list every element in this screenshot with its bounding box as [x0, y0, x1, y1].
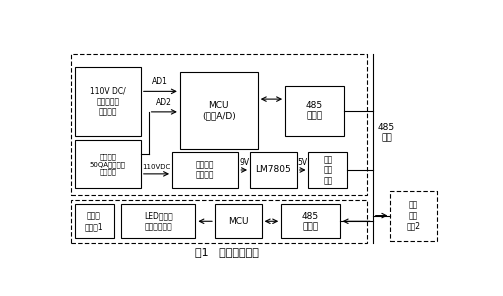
Bar [74, 140, 141, 188]
Bar [250, 152, 297, 188]
Bar [74, 67, 141, 136]
Text: MCU
(内置A/D): MCU (内置A/D) [202, 101, 236, 120]
Text: MCU: MCU [228, 217, 248, 226]
Bar [121, 204, 195, 238]
Text: 110VDC: 110VDC [142, 165, 171, 170]
Text: 485
驱动器: 485 驱动器 [306, 101, 323, 120]
Text: AD1: AD1 [152, 77, 169, 86]
Text: 状态
显示
终端2: 状态 显示 终端2 [407, 201, 421, 231]
Text: 9V: 9V [239, 157, 249, 167]
Bar [281, 204, 340, 238]
Text: 5V: 5V [298, 157, 308, 167]
Text: 开关稳压
电源模块: 开关稳压 电源模块 [196, 160, 214, 180]
Bar [390, 191, 437, 241]
Text: LED显示与
报警提示模块: LED显示与 报警提示模块 [144, 212, 173, 231]
Bar [172, 152, 238, 188]
Text: 485
驱动器: 485 驱动器 [302, 212, 319, 231]
Text: 状态
采集
终端: 状态 采集 终端 [323, 155, 332, 185]
Bar [74, 204, 114, 238]
Text: 110V DC/
蓄电池电压
采集模块: 110V DC/ 蓄电池电压 采集模块 [90, 87, 126, 117]
Bar [215, 204, 262, 238]
Text: LM7805: LM7805 [256, 165, 291, 175]
Bar [70, 54, 367, 195]
Text: 485
总线: 485 总线 [378, 123, 395, 142]
Text: 状态显
示终端1: 状态显 示终端1 [85, 212, 104, 231]
Bar [308, 152, 348, 188]
Text: 自动开关
50QA触点电压
采集模块: 自动开关 50QA触点电压 采集模块 [90, 153, 126, 175]
Text: AD2: AD2 [156, 98, 172, 107]
Bar [180, 72, 258, 149]
Bar [70, 200, 367, 243]
Bar [285, 86, 344, 136]
Text: 图1   系统结构框图: 图1 系统结构框图 [195, 247, 259, 257]
